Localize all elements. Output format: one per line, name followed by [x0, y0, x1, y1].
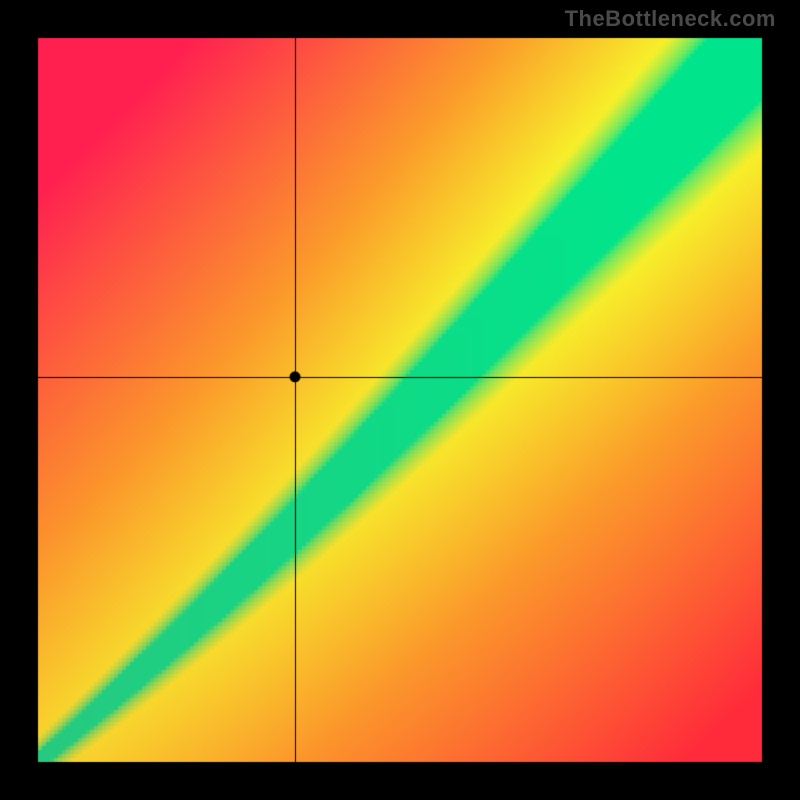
bottleneck-heatmap-canvas: [0, 0, 800, 800]
watermark-text: TheBottleneck.com: [565, 6, 776, 32]
chart-container: TheBottleneck.com: [0, 0, 800, 800]
